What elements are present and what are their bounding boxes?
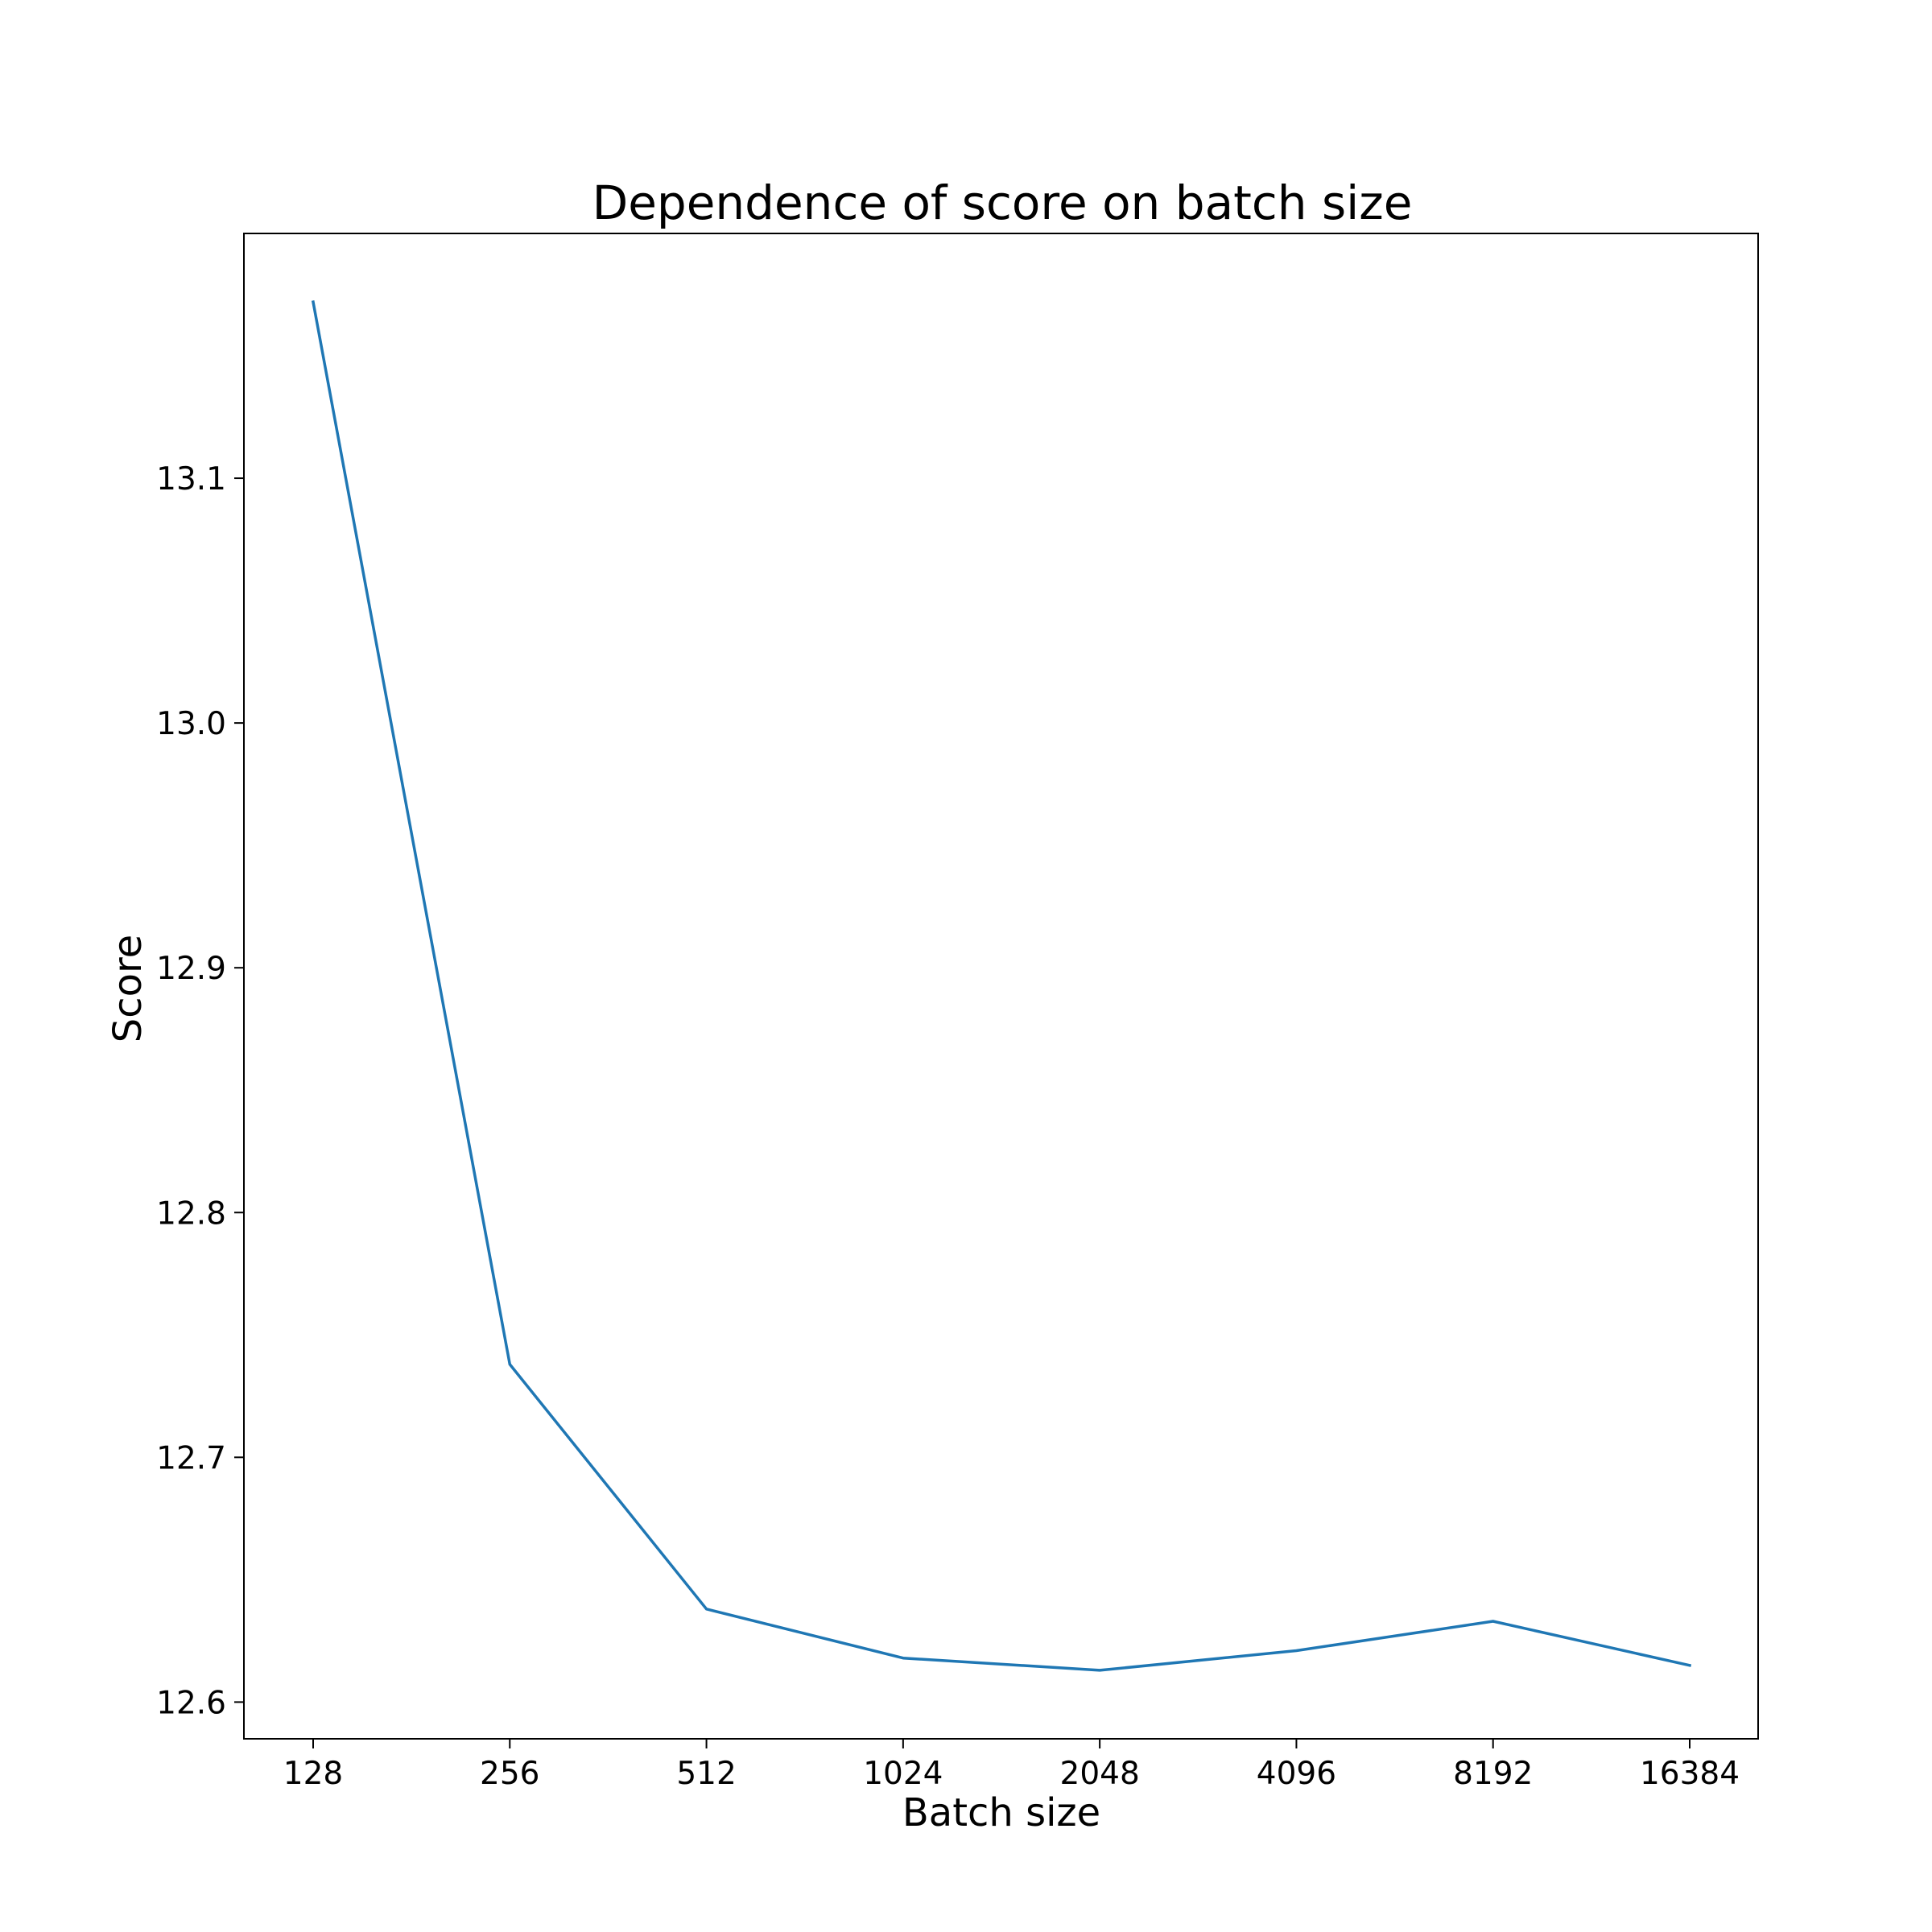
y-axis-label: Score xyxy=(105,935,151,1042)
y-tick-label: 12.8 xyxy=(156,1195,226,1232)
chart-title: Dependence of score on batch size xyxy=(592,175,1413,230)
x-tick-label: 1024 xyxy=(863,1756,943,1792)
x-axis-label: Batch size xyxy=(902,1790,1100,1835)
series-layer xyxy=(311,300,1692,1672)
y-tick-label: 12.9 xyxy=(156,951,226,987)
y-axis-ticks: 12.6 12.7 12.8 12.9 13.0 13.1 xyxy=(156,461,244,1721)
x-tick-label: 16384 xyxy=(1640,1756,1740,1792)
y-tick-label: 12.6 xyxy=(156,1685,226,1721)
plot-area-frame xyxy=(243,233,1759,1740)
data-point xyxy=(1294,1649,1298,1653)
data-point xyxy=(902,1657,905,1660)
y-tick-label: 13.1 xyxy=(156,461,226,497)
x-tick-label: 4096 xyxy=(1257,1756,1336,1792)
data-point xyxy=(1098,1669,1101,1672)
x-tick-label: 2048 xyxy=(1060,1756,1140,1792)
y-tick-label: 12.7 xyxy=(156,1440,226,1476)
y-tick-label: 13.0 xyxy=(156,706,226,742)
data-point xyxy=(705,1608,708,1611)
x-tick-label: 8192 xyxy=(1453,1756,1533,1792)
series-line xyxy=(311,300,1692,1672)
x-axis-ticks: 128 256 512 1024 2048 4096 8192 16384 xyxy=(283,1739,1740,1792)
data-point xyxy=(1492,1620,1495,1623)
data-point xyxy=(508,1363,511,1366)
data-point xyxy=(1688,1664,1691,1667)
x-tick-label: 512 xyxy=(676,1756,736,1792)
x-tick-label: 256 xyxy=(480,1756,539,1792)
data-point xyxy=(312,300,315,303)
x-tick-label: 128 xyxy=(283,1756,343,1792)
